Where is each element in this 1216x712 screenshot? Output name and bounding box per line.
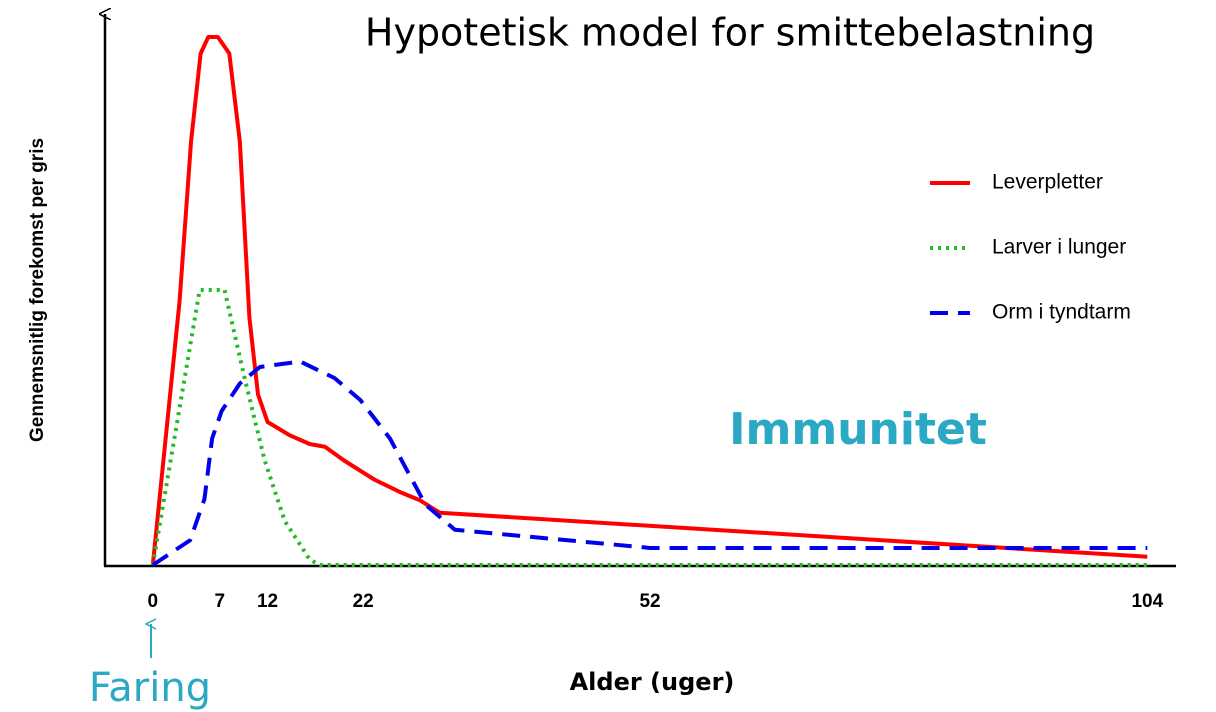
- x-tick-label: 104: [1131, 591, 1163, 612]
- x-tick-label: 52: [639, 591, 660, 612]
- x-tick-label: 7: [214, 591, 225, 612]
- x-tick-label: 0: [148, 591, 159, 612]
- data-line: [151, 359, 1148, 567]
- data-line: [150, 288, 1148, 567]
- annotation: Immunitet: [729, 404, 987, 455]
- legend-label: Larver i lunger: [992, 236, 1126, 259]
- x-axis-label: Alder (uger): [570, 668, 735, 696]
- legend-label: Leverpletter: [992, 171, 1103, 194]
- data-line: [150, 35, 1148, 566]
- legend-label: Orm i tyndtarm: [992, 301, 1131, 324]
- annotation: Faring: [89, 665, 211, 711]
- y-axis-label: Gennemsnitlig forekomst per gris: [27, 138, 48, 442]
- chart-title: Hypotetisk model for smittebelastning: [365, 11, 1095, 55]
- x-tick-label: 12: [257, 591, 278, 612]
- x-tick-label: 22: [353, 591, 374, 612]
